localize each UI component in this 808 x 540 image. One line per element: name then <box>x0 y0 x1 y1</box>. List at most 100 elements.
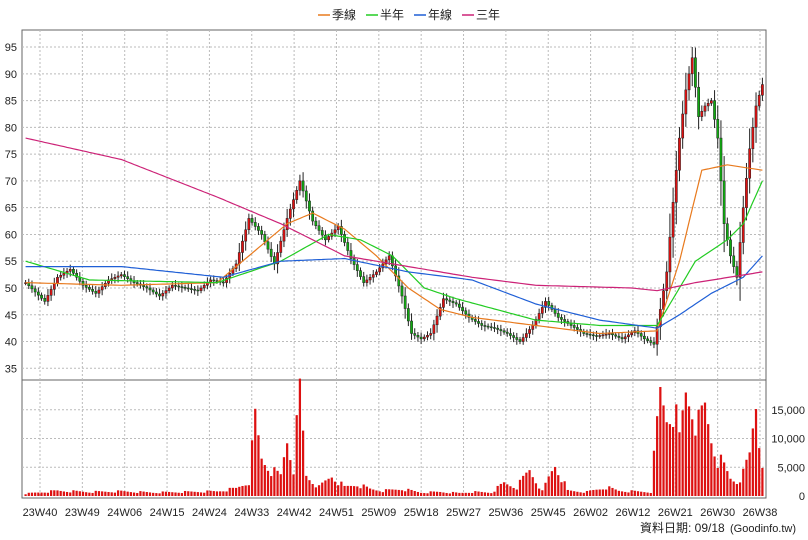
candle-body-215 <box>710 100 713 104</box>
volume-tick-0: 0 <box>799 491 805 503</box>
date-tick-6: 24W42 <box>277 507 312 519</box>
price-tick-95: 95 <box>5 42 17 54</box>
volume-bar-198 <box>656 416 659 496</box>
candle-body-223 <box>735 266 739 278</box>
volume-bar-26 <box>107 491 110 496</box>
volume-bar-124 <box>419 492 423 496</box>
volume-bar-205 <box>678 432 681 496</box>
volume-bar-104 <box>356 486 359 496</box>
volume-bar-38 <box>145 492 148 496</box>
volume-bar-147 <box>493 491 496 496</box>
volume-bar-76 <box>266 470 270 496</box>
volume-bar-100 <box>343 485 346 496</box>
volume-bar-134 <box>451 491 455 496</box>
volume-bar-91 <box>314 487 317 496</box>
volume-bar-177 <box>589 490 592 496</box>
candle-body-187 <box>620 337 624 340</box>
volume-bar-10 <box>56 490 59 496</box>
volume-bar-229 <box>754 409 758 496</box>
price-tick-70: 70 <box>5 176 17 188</box>
candle-body-41 <box>155 291 158 295</box>
volume-bar-4 <box>37 492 40 496</box>
volume-bar-98 <box>337 485 340 496</box>
volume-bar-156 <box>522 475 525 496</box>
candle-body-180 <box>598 335 602 337</box>
candle-body-129 <box>435 315 439 326</box>
candle-body-220 <box>725 223 729 241</box>
volume-bar-116 <box>394 489 397 496</box>
volume-bar-146 <box>490 493 493 496</box>
volume-bar-64 <box>228 487 231 496</box>
candle-body-142 <box>477 321 480 324</box>
volume-bar-7 <box>46 492 50 496</box>
volume-bar-166 <box>553 467 557 496</box>
volume-bar-204 <box>675 404 678 496</box>
candle-body-143 <box>480 323 484 326</box>
volume-bar-154 <box>515 489 518 496</box>
candle-body-231 <box>761 84 764 96</box>
volume-bar-200 <box>662 405 665 496</box>
price-tick-60: 60 <box>5 229 17 241</box>
candle-body-203 <box>671 202 675 238</box>
candle-body-195 <box>646 338 649 341</box>
volume-bar-174 <box>579 492 582 496</box>
volume-bar-153 <box>512 487 515 496</box>
candle-body-20 <box>88 287 91 290</box>
candle-body-42 <box>158 293 161 297</box>
candle-body-44 <box>164 290 168 294</box>
date-tick-8: 25W09 <box>361 507 396 519</box>
candle-body-213 <box>703 105 707 112</box>
candle-body-43 <box>161 293 165 297</box>
candle-body-85 <box>295 190 299 200</box>
volume-bar-138 <box>464 492 467 496</box>
volume-bar-24 <box>101 491 104 496</box>
volume-bar-108 <box>368 488 372 496</box>
volume-bar-115 <box>391 489 394 496</box>
volume-bar-121 <box>410 489 413 496</box>
candle-body-177 <box>588 333 592 336</box>
volume-bar-118 <box>400 490 404 496</box>
candle-body-198 <box>655 326 659 345</box>
volume-bar-155 <box>518 479 522 496</box>
candle-body-51 <box>186 287 190 290</box>
candle-body-54 <box>196 289 200 292</box>
date-tick-3: 24W15 <box>150 507 185 519</box>
candle-body-131 <box>442 298 445 308</box>
volume-bar-201 <box>665 422 668 496</box>
candle-body-190 <box>630 332 633 336</box>
candle-body-88 <box>304 190 308 202</box>
volume-bar-120 <box>407 488 410 496</box>
volume-bar-195 <box>646 492 649 496</box>
volume-bar-58 <box>209 490 212 496</box>
volume-bar-148 <box>496 485 499 496</box>
volume-bar-145 <box>486 492 490 496</box>
candle-body-179 <box>595 335 598 337</box>
volume-bar-157 <box>525 472 528 496</box>
candle-body-206 <box>681 113 685 139</box>
volume-bar-114 <box>388 489 391 496</box>
volume-bar-228 <box>751 428 754 496</box>
price-tick-85: 85 <box>5 96 17 108</box>
candle-body-120 <box>406 308 410 322</box>
volume-bar-90 <box>311 484 314 496</box>
volume-bar-197 <box>652 450 656 496</box>
volume-bar-5 <box>40 492 43 496</box>
price-tick-55: 55 <box>5 256 17 268</box>
volume-bar-55 <box>199 492 203 496</box>
volume-bar-164 <box>547 476 550 496</box>
date-tick-0: 23W40 <box>23 507 58 519</box>
candle-body-208 <box>687 73 691 91</box>
volume-bar-141 <box>474 491 477 496</box>
volume-bar-72 <box>254 408 257 496</box>
candle-body-138 <box>464 310 468 315</box>
volume-bar-97 <box>333 481 337 496</box>
volume-bar-162 <box>541 490 544 496</box>
candle-body-221 <box>729 239 732 257</box>
volume-bar-112 <box>381 492 384 496</box>
candle-body-211 <box>697 86 700 117</box>
candle-body-9 <box>52 283 56 290</box>
moving-averages <box>25 137 763 335</box>
candle-body-10 <box>56 277 59 284</box>
volume-tick-10000: 10,000 <box>771 434 805 446</box>
volume-bar-59 <box>212 491 215 496</box>
